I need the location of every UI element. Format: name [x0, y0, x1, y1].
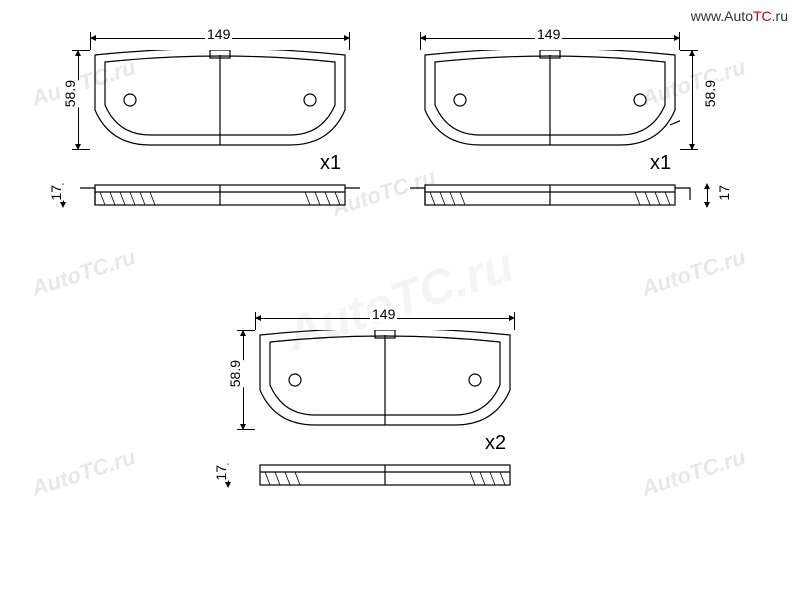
qty-label: x2	[485, 432, 506, 455]
pad-face-view	[255, 330, 515, 430]
pad-side-view	[240, 460, 530, 490]
diagram-container: AutoTC.ru www.AutoTC.ru 149 58.9 x1 17	[0, 0, 800, 600]
arrow-icon	[225, 482, 231, 488]
dim-width-value: 149	[205, 26, 232, 42]
dim-thick-value: 17	[46, 185, 66, 201]
pad-face-view	[90, 50, 350, 150]
arrow-icon	[420, 35, 426, 41]
arrow-icon	[704, 183, 710, 189]
dim-width-value: 149	[535, 26, 562, 42]
arrow-icon	[90, 35, 96, 41]
pad-side-view	[405, 180, 695, 210]
qty-label: x1	[320, 152, 341, 175]
dim-thick-value: 17	[714, 185, 734, 201]
arrow-icon	[704, 202, 710, 208]
arrow-icon	[509, 315, 515, 321]
dim-height-value: 58.9	[60, 80, 80, 107]
pad-face-view	[420, 50, 680, 150]
arrow-icon	[344, 35, 350, 41]
arrow-icon	[240, 330, 246, 336]
source-url: www.AutoTC.ru	[691, 8, 788, 24]
arrow-icon	[689, 144, 695, 150]
arrow-icon	[240, 424, 246, 430]
arrow-icon	[75, 50, 81, 56]
dim-width-value: 149	[370, 306, 397, 322]
dim-height-value: 58.9	[225, 360, 245, 387]
arrow-icon	[674, 35, 680, 41]
dim-height-value: 58.9	[700, 80, 720, 107]
arrow-icon	[255, 315, 261, 321]
qty-label: x1	[650, 152, 671, 175]
arrow-icon	[60, 202, 66, 208]
url-highlight: TC	[753, 8, 772, 24]
url-suffix: .ru	[772, 8, 788, 24]
dim-thick-value: 17	[211, 465, 231, 481]
pad-side-view	[75, 180, 365, 210]
arrow-icon	[689, 50, 695, 56]
arrow-icon	[75, 144, 81, 150]
url-prefix: www.Auto	[691, 8, 753, 24]
dim-height-line	[692, 50, 693, 150]
